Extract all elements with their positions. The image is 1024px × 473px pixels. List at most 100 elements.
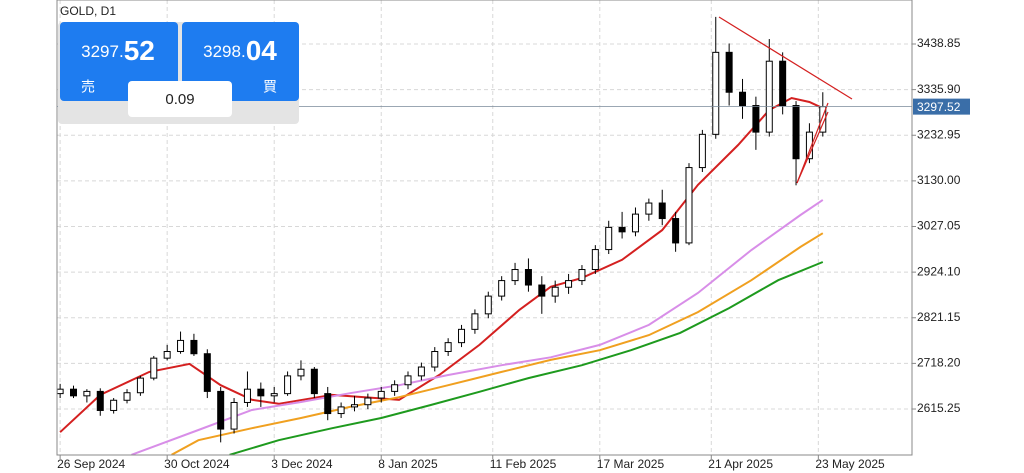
candle-body bbox=[136, 377, 144, 394]
candle-body bbox=[511, 269, 519, 282]
candle-body bbox=[110, 399, 118, 411]
candle-body bbox=[658, 202, 666, 220]
candle-body bbox=[725, 51, 733, 93]
y-tick-label: 2924.10 bbox=[917, 264, 961, 278]
candle-body bbox=[538, 284, 546, 297]
candle-body bbox=[551, 286, 559, 297]
candle-body bbox=[203, 353, 211, 392]
ask-big: 04 bbox=[246, 35, 278, 66]
bid-small: 3297. bbox=[81, 42, 124, 61]
x-tick-label: 8 Jan 2025 bbox=[378, 457, 438, 471]
x-tick-label: 21 Apr 2025 bbox=[708, 457, 773, 471]
spread-box bbox=[128, 81, 232, 117]
x-tick-label: 3 Dec 2024 bbox=[271, 457, 333, 471]
candle-body bbox=[297, 368, 305, 377]
axes: 3438.85 3335.90 3232.95 3130.00 3027.05 2924.… bbox=[57, 36, 970, 471]
candle-body bbox=[631, 213, 639, 233]
candle-body bbox=[364, 397, 372, 406]
y-tick-label: 2718.20 bbox=[917, 356, 961, 370]
y-tick-label: 3027.05 bbox=[917, 219, 961, 233]
candle-body bbox=[310, 368, 318, 395]
y-tick-label: 3438.85 bbox=[917, 36, 961, 50]
candle-body bbox=[96, 390, 104, 411]
candle-body bbox=[578, 269, 586, 282]
candle-body bbox=[792, 105, 800, 160]
candle-body bbox=[404, 375, 412, 386]
moving-average bbox=[59, 96, 824, 433]
candle-body bbox=[57, 388, 64, 395]
candle-body bbox=[217, 390, 225, 430]
trendline bbox=[796, 102, 829, 184]
candle-body bbox=[779, 60, 787, 107]
y-tick-label: 2821.15 bbox=[917, 310, 961, 324]
candle-body bbox=[417, 366, 425, 377]
trade-panel: 3297.52 3298.04 売 買 0.09 bbox=[58, 22, 299, 124]
candle-body bbox=[672, 218, 680, 244]
bid-big: 52 bbox=[124, 35, 155, 66]
candle-body bbox=[591, 249, 599, 271]
buy-label: 買 bbox=[263, 79, 277, 95]
candle-body bbox=[765, 60, 773, 133]
moving-average bbox=[131, 199, 824, 455]
candle-body bbox=[712, 51, 720, 135]
x-tick-label: 23 May 2025 bbox=[815, 457, 885, 471]
candle-body bbox=[377, 390, 385, 399]
ask-price: 3298.04 bbox=[203, 35, 277, 66]
candle-body bbox=[605, 226, 613, 251]
plot-frame bbox=[56, 0, 913, 456]
y-tick-label: 3232.95 bbox=[917, 127, 961, 141]
candle-body bbox=[458, 328, 466, 344]
candle-body bbox=[123, 392, 131, 401]
candle-body bbox=[645, 202, 653, 215]
chart-title: GOLD, D1 bbox=[60, 4, 116, 18]
candle-body bbox=[284, 375, 292, 395]
candle-body bbox=[150, 357, 158, 379]
candle-body bbox=[257, 388, 265, 397]
candle-body bbox=[230, 401, 238, 430]
candle-body bbox=[444, 342, 452, 353]
y-tick-label: 3130.00 bbox=[917, 173, 961, 187]
ask-small: 3298. bbox=[203, 42, 246, 61]
candle-body bbox=[391, 384, 399, 392]
candle-body bbox=[70, 388, 78, 397]
candle-body bbox=[484, 295, 492, 315]
current-price-label: 3297.52 bbox=[917, 100, 961, 114]
candle-body bbox=[350, 404, 358, 408]
sell-label: 売 bbox=[81, 79, 95, 95]
candle-body bbox=[685, 167, 693, 244]
candle-body bbox=[524, 269, 532, 286]
candle-body bbox=[270, 393, 278, 397]
moving-averages bbox=[59, 96, 824, 455]
trendline bbox=[718, 16, 853, 100]
candle-body bbox=[163, 351, 171, 359]
moving-average bbox=[229, 261, 824, 455]
candle-body bbox=[739, 91, 747, 107]
trendlines bbox=[718, 16, 853, 184]
candle-body bbox=[83, 390, 91, 397]
candle-body bbox=[752, 105, 760, 133]
candle-body bbox=[698, 133, 706, 169]
bid-price: 3297.52 bbox=[81, 35, 155, 66]
candle-body bbox=[565, 280, 573, 288]
candle-body bbox=[177, 339, 185, 353]
candle-body bbox=[190, 339, 198, 355]
candle-body bbox=[243, 388, 251, 403]
y-tick-label: 2615.25 bbox=[917, 401, 961, 415]
candle-body bbox=[498, 280, 506, 297]
candle-body bbox=[431, 351, 439, 368]
trendline bbox=[796, 111, 829, 184]
x-tick-label: 26 Sep 2024 bbox=[57, 457, 125, 471]
candle-body bbox=[337, 406, 345, 415]
candle-body bbox=[805, 131, 813, 160]
x-tick-label: 17 Mar 2025 bbox=[597, 457, 665, 471]
current-price-box bbox=[913, 98, 970, 115]
candle-body bbox=[618, 226, 626, 233]
y-tick-label: 3335.90 bbox=[917, 82, 961, 96]
grid bbox=[57, 0, 912, 455]
spread: 0.09 bbox=[165, 91, 194, 108]
candle-body bbox=[324, 393, 332, 415]
candle-body bbox=[471, 313, 479, 330]
moving-average bbox=[171, 232, 824, 455]
candles bbox=[57, 16, 827, 443]
